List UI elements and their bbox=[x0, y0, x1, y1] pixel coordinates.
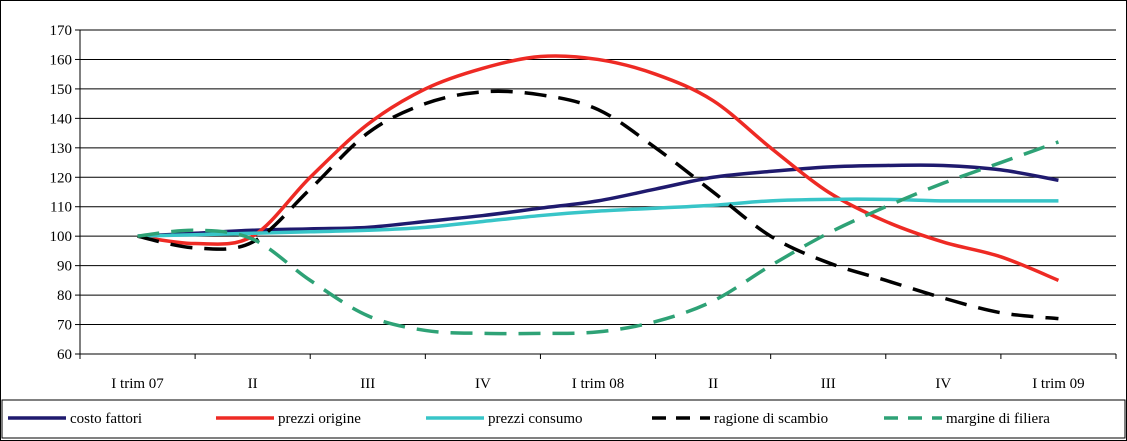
y-tick-label: 80 bbox=[57, 288, 72, 304]
series-line-prezzi-origine bbox=[137, 54, 1060, 282]
y-tick-label: 130 bbox=[50, 141, 73, 157]
x-tick-label: I trim 07 bbox=[111, 376, 164, 392]
legend-label-ragione-di-scambio: ragione di scambio bbox=[714, 411, 828, 427]
x-tick-label: III bbox=[360, 376, 375, 392]
x-tick-label: I trim 09 bbox=[1032, 376, 1085, 392]
x-tick-label: IV bbox=[935, 376, 951, 392]
y-tick-label: 110 bbox=[50, 200, 72, 216]
axes bbox=[75, 29, 1117, 359]
legend-label-prezzi-consumo: prezzi consumo bbox=[488, 411, 583, 427]
series-line-ragione-di-scambio bbox=[137, 89, 1059, 321]
y-tick-labels: 60 70 80 90 100 110 120 130 140 150 160 170 bbox=[50, 23, 73, 363]
x-tick-label: IV bbox=[475, 376, 491, 392]
y-tick-label: 150 bbox=[50, 82, 73, 98]
series-lines bbox=[137, 54, 1060, 336]
legend: costo fattori prezzi origine prezzi consum… bbox=[1, 399, 1126, 439]
series-line-costo-fattori bbox=[137, 163, 1059, 238]
x-tick-label: I trim 08 bbox=[572, 376, 625, 392]
legend-label-costo-fattori: costo fattori bbox=[70, 411, 142, 427]
x-tick-label: II bbox=[248, 376, 258, 392]
legend-label-prezzi-origine: prezzi origine bbox=[278, 411, 361, 427]
y-tick-label: 100 bbox=[50, 229, 73, 245]
y-tick-label: 120 bbox=[50, 170, 73, 186]
gridlines bbox=[80, 29, 1116, 355]
legend-label-margine-di-filiera: margine di filiera bbox=[946, 411, 1050, 427]
y-tick-label: 90 bbox=[57, 259, 72, 275]
series-line-margine-di-filiera bbox=[137, 140, 1060, 336]
x-tick-label: III bbox=[821, 376, 836, 392]
x-tick-labels: I trim 07 II III IV I trim 08 II III IV I trim 0… bbox=[111, 376, 1084, 392]
y-tick-label: 70 bbox=[57, 318, 72, 334]
x-tick-label: II bbox=[708, 376, 718, 392]
y-tick-label: 160 bbox=[50, 52, 73, 68]
y-tick-label: 60 bbox=[57, 347, 72, 363]
y-tick-label: 140 bbox=[50, 111, 73, 127]
y-tick-label: 170 bbox=[50, 23, 73, 39]
